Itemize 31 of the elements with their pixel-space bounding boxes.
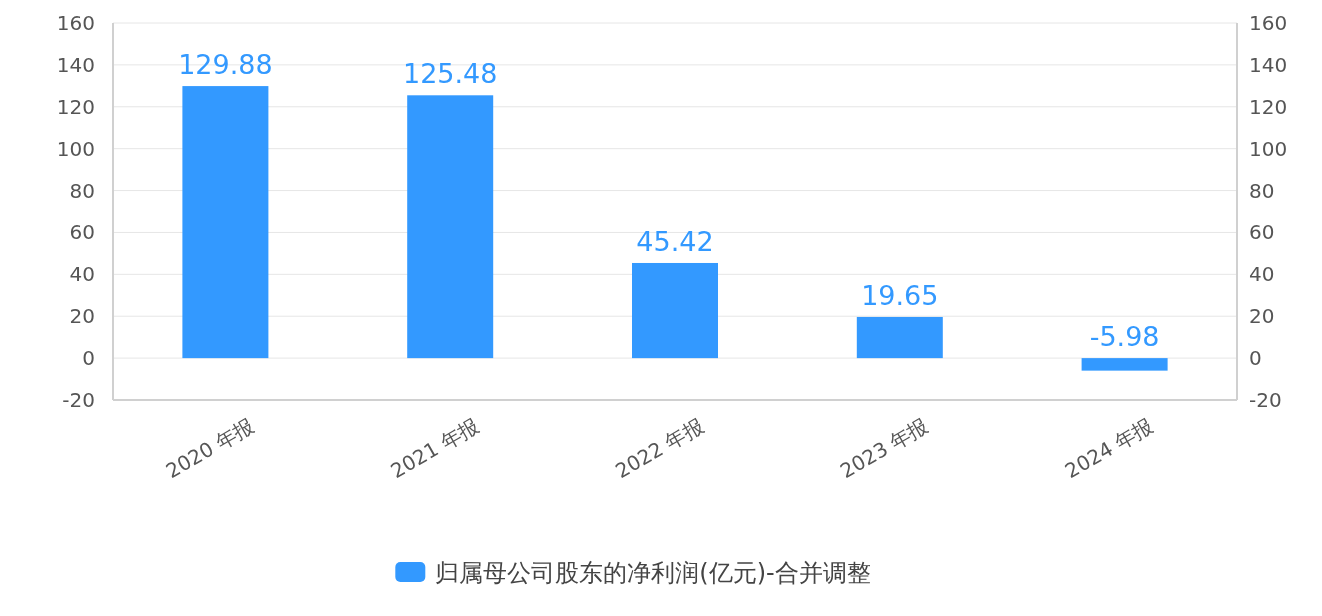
data-label: 129.88 — [178, 49, 273, 81]
y-tick-label: 0 — [82, 346, 95, 371]
bar — [1081, 358, 1168, 371]
data-label: 19.65 — [861, 279, 939, 311]
bar — [856, 316, 943, 359]
bar — [182, 86, 269, 359]
y2-tick-label: 40 — [1249, 262, 1275, 287]
y-tick-label: 160 — [56, 11, 95, 35]
y-tick-label: 80 — [69, 178, 95, 203]
data-label: 125.48 — [402, 58, 498, 90]
y2-tick-label: 80 — [1249, 178, 1275, 203]
y-tick-label: 100 — [56, 136, 95, 161]
data-label: 45.42 — [636, 225, 714, 257]
y-tick-label: -20 — [62, 388, 95, 412]
y2-tick-label: 140 — [1249, 52, 1288, 77]
y2-tick-label: 0 — [1249, 346, 1262, 371]
y-tick-label: 140 — [56, 52, 95, 77]
legend-label: 归属母公司股东的净利润(亿元)-合并调整 — [435, 559, 871, 587]
y-tick-label: 60 — [69, 220, 95, 245]
data-label: -5.98 — [1089, 321, 1160, 353]
y2-tick-label: 100 — [1249, 136, 1288, 161]
bar — [632, 262, 718, 359]
y2-tick-label: -20 — [1249, 388, 1282, 412]
y-tick-label: 120 — [56, 94, 95, 119]
y2-tick-label: 120 — [1249, 94, 1288, 119]
y-tick-label: 20 — [69, 304, 95, 329]
y2-tick-label: 20 — [1249, 304, 1275, 329]
y2-tick-label: 160 — [1249, 11, 1288, 35]
y-tick-label: 40 — [69, 262, 95, 287]
bar — [407, 95, 494, 359]
y2-tick-label: 60 — [1249, 220, 1275, 245]
